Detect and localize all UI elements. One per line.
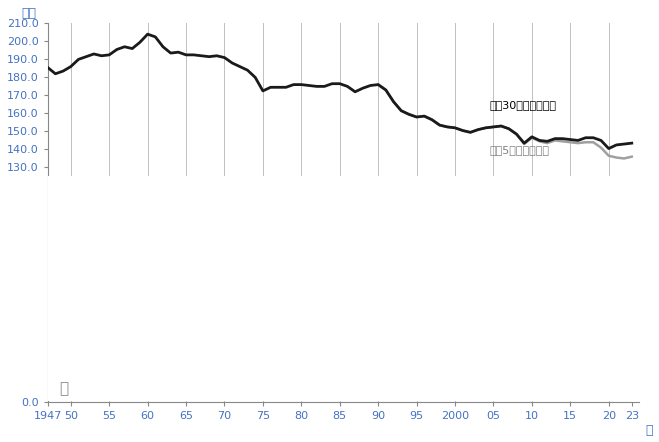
Text: 年: 年 [645,424,653,437]
Text: 規樖30人以上事業所: 規樖30人以上事業所 [490,100,557,110]
Text: 規樖5人以上事業所: 規樖5人以上事業所 [490,145,550,155]
Text: 時間: 時間 [21,7,36,19]
Bar [47,176,639,401]
Text: ～: ～ [59,381,69,396]
